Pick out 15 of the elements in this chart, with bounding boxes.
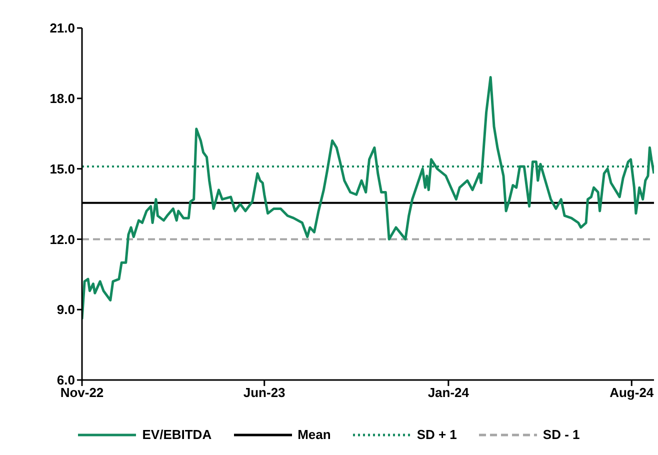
- y-tick-label: 6.0: [56, 372, 75, 388]
- x-tick-label: Nov-22: [60, 385, 104, 400]
- legend-label: SD - 1: [542, 427, 580, 442]
- y-tick-label: 12.0: [50, 232, 75, 247]
- legend-label: Mean: [298, 427, 331, 442]
- x-tick-label: Jun-23: [243, 385, 286, 400]
- x-tick-label: Aug-24: [610, 385, 654, 400]
- y-tick-label: 18.0: [50, 91, 75, 106]
- y-tick-label: 9.0: [56, 302, 75, 318]
- x-tick-label: Jan-24: [428, 385, 470, 400]
- y-tick-label: 21.0: [50, 20, 75, 36]
- line-series: [82, 76, 654, 320]
- y-tick-label: 15.0: [50, 161, 75, 176]
- legend-label: SD + 1: [416, 427, 457, 442]
- legend-label: EV/EBITDA: [142, 427, 212, 442]
